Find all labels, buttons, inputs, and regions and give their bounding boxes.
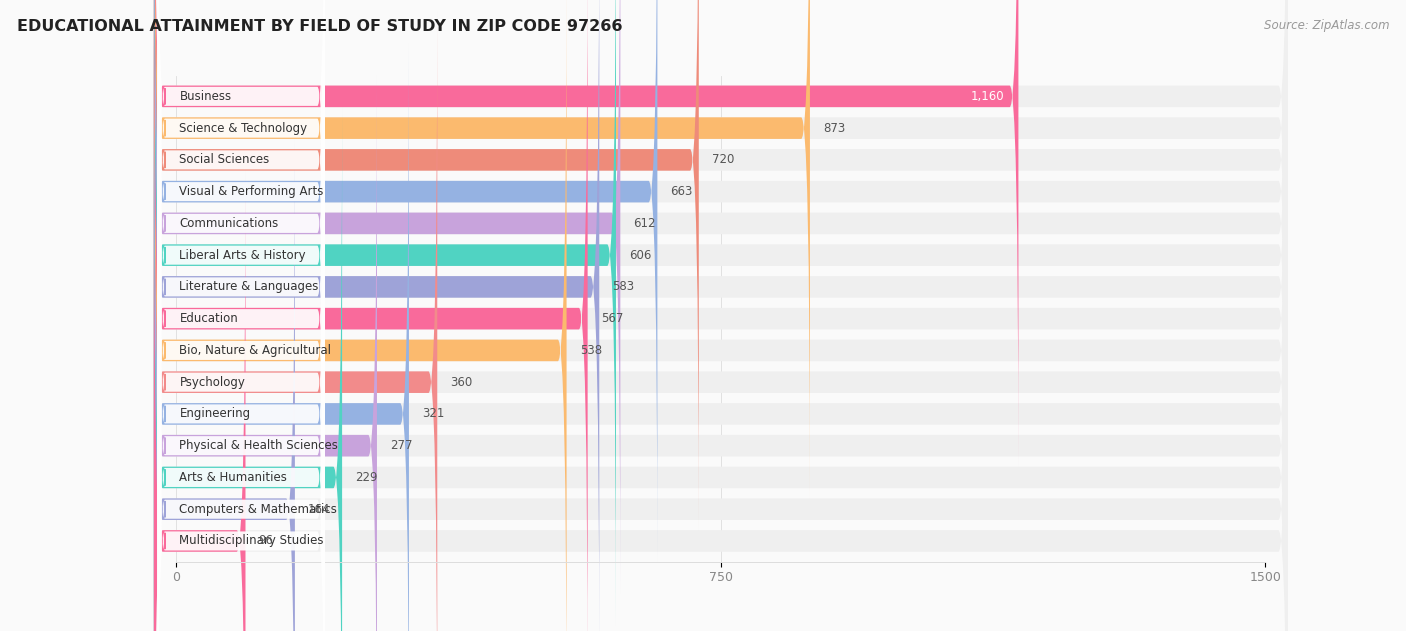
Text: Visual & Performing Arts: Visual & Performing Arts xyxy=(180,185,323,198)
FancyBboxPatch shape xyxy=(155,0,699,530)
Text: Science & Technology: Science & Technology xyxy=(180,122,308,134)
FancyBboxPatch shape xyxy=(157,0,325,500)
FancyBboxPatch shape xyxy=(155,0,1288,631)
Text: 538: 538 xyxy=(579,344,602,357)
Text: Education: Education xyxy=(180,312,238,325)
FancyBboxPatch shape xyxy=(155,44,1288,631)
FancyBboxPatch shape xyxy=(155,139,1288,631)
FancyBboxPatch shape xyxy=(157,0,325,404)
Text: Multidisciplinary Studies: Multidisciplinary Studies xyxy=(180,534,323,548)
FancyBboxPatch shape xyxy=(157,201,325,631)
FancyBboxPatch shape xyxy=(155,139,295,631)
FancyBboxPatch shape xyxy=(155,75,1288,631)
Text: Communications: Communications xyxy=(180,217,278,230)
Text: 164: 164 xyxy=(308,503,330,516)
FancyBboxPatch shape xyxy=(155,0,599,631)
Text: EDUCATIONAL ATTAINMENT BY FIELD OF STUDY IN ZIP CODE 97266: EDUCATIONAL ATTAINMENT BY FIELD OF STUDY… xyxy=(17,19,623,34)
Text: 612: 612 xyxy=(633,217,657,230)
FancyBboxPatch shape xyxy=(157,138,325,631)
Text: 583: 583 xyxy=(613,280,634,293)
Text: 873: 873 xyxy=(823,122,845,134)
FancyBboxPatch shape xyxy=(155,12,1288,631)
FancyBboxPatch shape xyxy=(157,11,325,627)
Text: Source: ZipAtlas.com: Source: ZipAtlas.com xyxy=(1264,19,1389,32)
Text: Physical & Health Sciences: Physical & Health Sciences xyxy=(180,439,339,452)
FancyBboxPatch shape xyxy=(157,0,325,436)
FancyBboxPatch shape xyxy=(157,42,325,631)
Text: 663: 663 xyxy=(671,185,693,198)
Text: 96: 96 xyxy=(259,534,274,548)
FancyBboxPatch shape xyxy=(157,0,325,563)
FancyBboxPatch shape xyxy=(155,44,409,631)
Text: Liberal Arts & History: Liberal Arts & History xyxy=(180,249,307,262)
FancyBboxPatch shape xyxy=(155,0,1288,530)
FancyBboxPatch shape xyxy=(157,106,325,631)
Text: Computers & Mathematics: Computers & Mathematics xyxy=(180,503,337,516)
FancyBboxPatch shape xyxy=(157,0,325,531)
FancyBboxPatch shape xyxy=(155,0,1288,467)
Text: 606: 606 xyxy=(628,249,651,262)
Text: Social Sciences: Social Sciences xyxy=(180,153,270,167)
Text: 229: 229 xyxy=(356,471,378,484)
Text: Literature & Languages: Literature & Languages xyxy=(180,280,319,293)
Text: Psychology: Psychology xyxy=(180,375,245,389)
Text: 321: 321 xyxy=(422,408,444,420)
FancyBboxPatch shape xyxy=(157,74,325,631)
FancyBboxPatch shape xyxy=(155,0,1288,631)
Text: 720: 720 xyxy=(711,153,734,167)
FancyBboxPatch shape xyxy=(157,0,325,468)
FancyBboxPatch shape xyxy=(155,0,1288,625)
Text: 360: 360 xyxy=(450,375,472,389)
FancyBboxPatch shape xyxy=(155,0,588,631)
Text: 277: 277 xyxy=(389,439,412,452)
FancyBboxPatch shape xyxy=(155,170,246,631)
Text: 567: 567 xyxy=(600,312,623,325)
FancyBboxPatch shape xyxy=(155,75,377,631)
FancyBboxPatch shape xyxy=(155,0,567,631)
Text: Bio, Nature & Agricultural: Bio, Nature & Agricultural xyxy=(180,344,332,357)
FancyBboxPatch shape xyxy=(155,0,1288,594)
FancyBboxPatch shape xyxy=(155,107,1288,631)
FancyBboxPatch shape xyxy=(157,169,325,631)
FancyBboxPatch shape xyxy=(157,233,325,631)
Text: 1,160: 1,160 xyxy=(970,90,1004,103)
FancyBboxPatch shape xyxy=(155,0,1018,467)
Text: Business: Business xyxy=(180,90,232,103)
FancyBboxPatch shape xyxy=(155,0,810,498)
FancyBboxPatch shape xyxy=(155,12,437,631)
FancyBboxPatch shape xyxy=(155,0,1288,562)
FancyBboxPatch shape xyxy=(155,0,658,562)
FancyBboxPatch shape xyxy=(157,0,325,595)
FancyBboxPatch shape xyxy=(155,0,1288,498)
Text: Engineering: Engineering xyxy=(180,408,250,420)
FancyBboxPatch shape xyxy=(155,0,620,594)
FancyBboxPatch shape xyxy=(155,0,1288,631)
Text: Arts & Humanities: Arts & Humanities xyxy=(180,471,287,484)
FancyBboxPatch shape xyxy=(155,107,342,631)
FancyBboxPatch shape xyxy=(155,170,1288,631)
FancyBboxPatch shape xyxy=(155,0,616,625)
